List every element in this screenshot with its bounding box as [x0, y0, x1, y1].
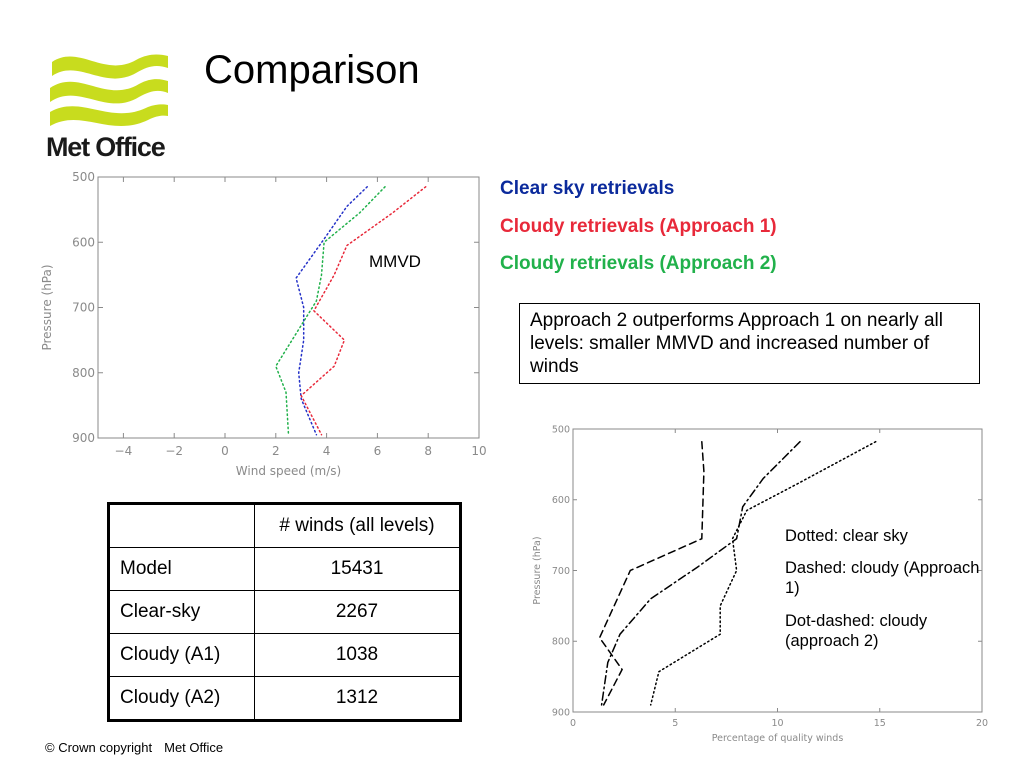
x-tick-label: 0	[570, 718, 576, 729]
x-tick-label: 4	[323, 444, 331, 458]
y-tick-label: 600	[552, 495, 570, 506]
x-tick-label: −4	[115, 444, 133, 458]
x-tick-label: 10	[471, 444, 486, 458]
y-tick-label: 900	[552, 707, 570, 718]
y-axis-label: Pressure (hPa)	[40, 264, 54, 350]
table-cell-value: 1038	[254, 633, 461, 677]
legend-cloudy-approach-1: Cloudy retrievals (Approach 1)	[500, 216, 777, 237]
chart2-dotted-label: Dotted: clear sky	[785, 527, 908, 545]
table-cell-value: 2267	[254, 590, 461, 634]
legend-clear-sky: Clear sky retrievals	[500, 178, 675, 199]
y-tick-label: 600	[72, 235, 95, 249]
chart2-dashed-label: Dashed: cloudy (Approach 1)	[785, 559, 980, 597]
conclusion-note: Approach 2 outperforms Approach 1 on nea…	[519, 303, 980, 384]
met-office-logo: Met Office	[44, 46, 174, 164]
y-tick-label: 500	[552, 424, 570, 435]
table-header-cell: # winds (all levels)	[254, 503, 461, 548]
y-tick-label: 700	[552, 566, 570, 577]
logo-text: Met Office	[46, 132, 166, 162]
series-line-1-3	[274, 186, 386, 436]
y-tick-label: 800	[72, 366, 95, 380]
y-tick-label: 500	[72, 170, 95, 184]
x-tick-label: 5	[672, 718, 678, 729]
table-cell-value: 15431	[254, 547, 461, 591]
series-line-1-1	[295, 186, 368, 436]
x-tick-label: 2	[272, 444, 280, 458]
table-row: Clear-sky 2267	[108, 590, 461, 634]
y-tick-label: 800	[552, 637, 570, 648]
y-tick-label: 900	[72, 431, 95, 445]
winds-count-table: # winds (all levels) Model 15431 Clear-s…	[107, 502, 462, 722]
quality-winds-chart: 0 5 10 15 20 500 600 700 800 900 Percentage of qua…	[532, 424, 988, 744]
table-header-row: # winds (all levels)	[108, 503, 461, 548]
x-tick-label: 6	[374, 444, 382, 458]
copyright-text: © Crown copyright	[45, 740, 153, 755]
legend-cloudy-approach-2: Cloudy retrievals (Approach 2)	[500, 253, 777, 274]
table-cell-value: 1312	[254, 676, 461, 721]
logo-waves-icon	[50, 54, 168, 126]
series-line-2-1	[649, 440, 877, 706]
series-line-2-3	[600, 440, 801, 706]
plot-frame	[97, 176, 480, 439]
chart2-dotdashed-label: Dot-dashed: cloudy (approach 2)	[785, 612, 928, 650]
footer: © Crown copyright Met Office	[45, 740, 223, 755]
y-tick-label: 700	[72, 301, 95, 315]
footer-org: Met Office	[164, 740, 224, 755]
wind-speed-chart: −4 −2 0 2 4 6 8 10 500 600 700 800 900 Wind speed (m/…	[40, 170, 487, 478]
table-row: Cloudy (A1) 1038	[108, 633, 461, 677]
y-axis-label: Pressure (hPa)	[532, 536, 543, 604]
x-tick-label: 8	[424, 444, 432, 458]
table-cell-label: Model	[108, 547, 255, 591]
x-tick-label: 10	[771, 718, 783, 729]
table-header-cell	[108, 503, 255, 548]
table-cell-label: Clear-sky	[108, 590, 255, 634]
mmvd-label: MMVD	[369, 252, 421, 271]
page-title: Comparison	[204, 48, 420, 92]
table-cell-label: Cloudy (A2)	[108, 676, 255, 721]
x-tick-label: 20	[976, 718, 988, 729]
table-row: Cloudy (A2) 1312	[108, 676, 461, 721]
series-line-1-2	[300, 186, 427, 436]
table-row: Model 15431	[108, 547, 461, 591]
x-tick-label: −2	[165, 444, 183, 458]
series-line-2-2	[598, 440, 705, 706]
x-tick-label: 15	[874, 718, 886, 729]
x-axis-label: Percentage of quality winds	[712, 733, 844, 744]
x-tick-label: 0	[221, 444, 229, 458]
x-axis-label: Wind speed (m/s)	[236, 464, 341, 478]
table-cell-label: Cloudy (A1)	[108, 633, 255, 677]
